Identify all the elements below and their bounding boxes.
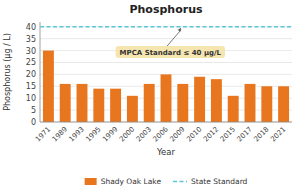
legend-swatch [85,178,97,185]
bar [261,86,272,122]
bar [77,84,88,122]
legend-label: Shady Oak Lake [101,177,162,186]
bar [228,96,239,122]
grid-line [40,38,292,39]
y-tick-label: 30 [26,47,36,56]
bar [144,84,155,122]
x-tick-label: 1971 [34,125,52,143]
bar [194,77,205,122]
bar [43,51,54,122]
bar [60,84,71,122]
annotation-arrowhead [178,28,182,32]
bar [211,79,222,122]
annotation-text: MPCA Standard ≤ 40 μg/L [120,49,222,57]
reference-line [40,26,292,27]
legend: Shady Oak Lake State Standard [85,177,248,186]
y-axis-line [40,22,41,122]
y-axis-label: Phosphorus (μg / L) [3,33,12,111]
x-tick-label: 2018 [252,125,270,143]
y-tick-label: 35 [26,35,36,44]
x-tick-label: 1993 [68,125,86,143]
annotation: MPCA Standard ≤ 40 μg/L [116,28,225,58]
grid-line [40,62,292,63]
bar [110,89,121,122]
y-tick-label: 5 [31,106,36,115]
bar [127,96,138,122]
x-axis-line [40,122,292,123]
grid-line [40,26,292,27]
bar [93,89,104,122]
plot-area [40,27,292,122]
x-axis-label: Year [156,147,176,157]
x-tick-label: 2012 [202,125,220,143]
chart: Phosphorus051015202530354019711989199319… [0,0,300,192]
y-tick-label: 25 [26,58,36,67]
x-tick-label: 2000 [118,125,136,143]
x-tick-label: 2010 [185,125,203,143]
bar [278,86,289,122]
legend-label: State Standard [191,177,248,186]
x-tick-label: 2021 [269,125,287,143]
y-tick-label: 15 [26,82,36,91]
bar [161,74,172,122]
x-tick-label: 1995 [84,125,102,143]
x-tick-label: 2006 [152,125,171,144]
annotation-arrow [167,30,181,46]
title: Phosphorus [129,3,203,16]
x-tick-label: 2003 [135,125,153,143]
y-tick-label: 0 [31,118,36,127]
grid-line [40,122,292,123]
y-tick-label: 40 [26,23,36,32]
annotation-box [116,46,225,58]
x-tick-label: 1989 [51,125,69,143]
legend-line [173,181,187,183]
y-tick-label: 10 [26,94,36,103]
bar [177,84,188,122]
x-tick-label: 2009 [168,125,186,143]
x-tick-label: 2017 [236,125,254,143]
y-tick-label: 20 [26,70,36,79]
x-tick-label: 2015 [219,125,237,143]
bar [245,84,256,122]
x-tick-label: 1999 [101,125,119,143]
